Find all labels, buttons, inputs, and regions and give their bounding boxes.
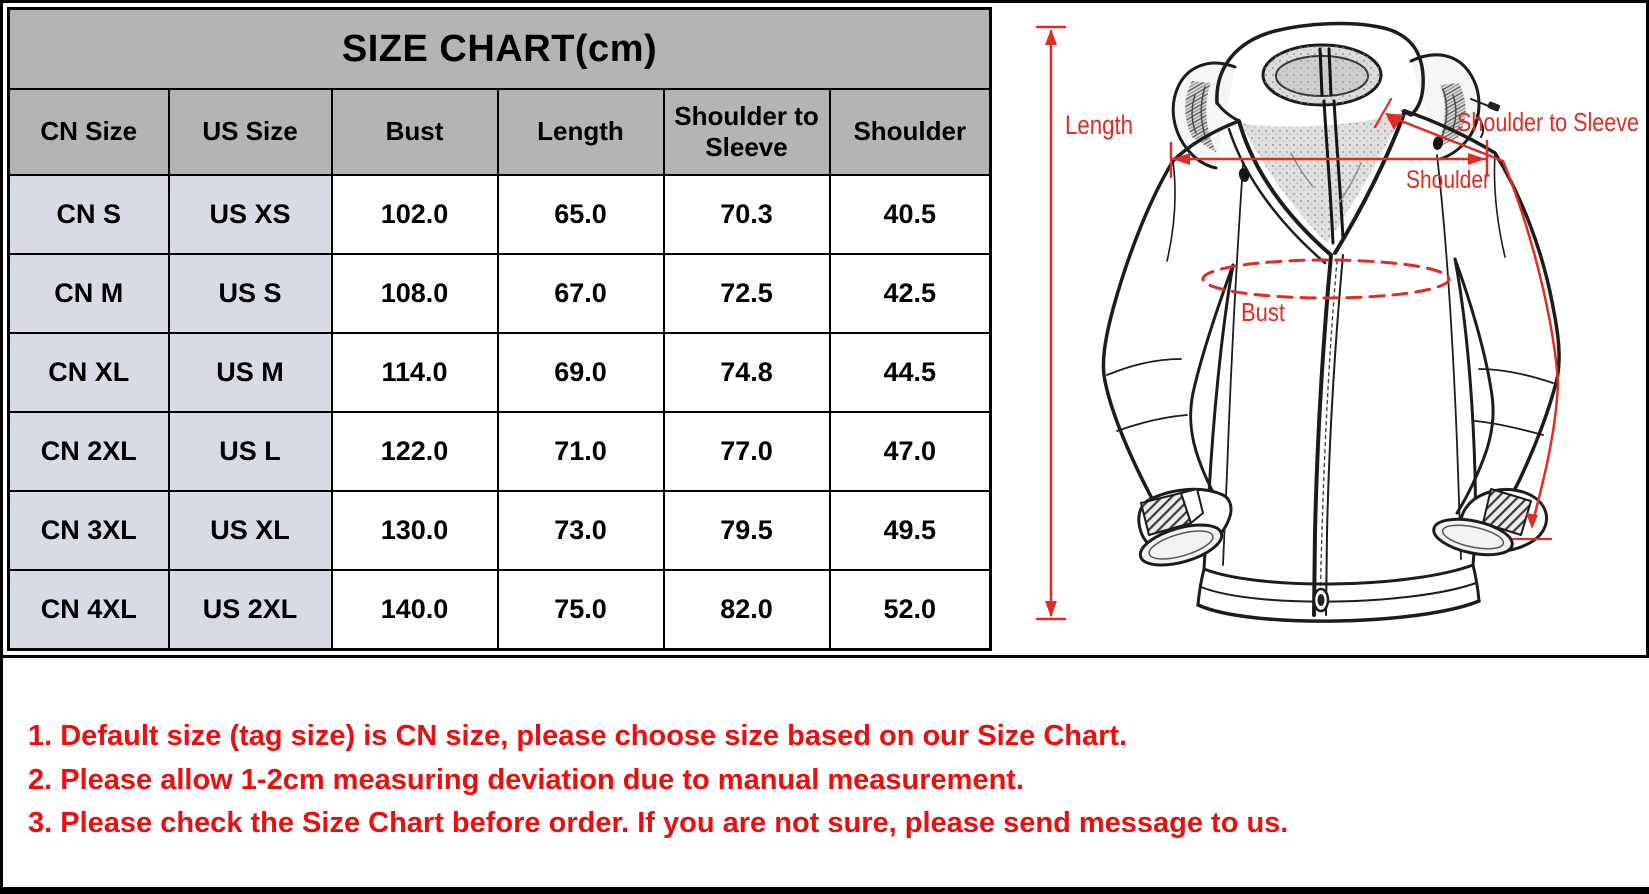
- table-title-row: SIZE CHART(cm): [7, 7, 992, 90]
- cn-size-cell: CN 2XL: [7, 411, 170, 492]
- us-size-cell: US XL: [167, 490, 333, 571]
- us-size-cell: US M: [167, 332, 333, 413]
- shoulder-to-sleeve-cell: 72.5: [662, 253, 831, 334]
- column-header-bust: Bust: [330, 88, 499, 176]
- length-cell: 73.0: [496, 490, 665, 571]
- cn-size-cell: CN 4XL: [7, 569, 170, 650]
- column-header-us-size: US Size: [167, 88, 333, 176]
- shoulder-to-sleeve-label: Shoulder to Sleeve: [1457, 107, 1639, 137]
- table-row: CN 4XL US 2XL 140.0 75.0 82.0 52.0: [7, 569, 992, 650]
- note-line: 2. Please allow 1-2cm measuring deviatio…: [28, 764, 1025, 796]
- us-size-cell: US XS: [167, 174, 333, 255]
- bust-cell: 140.0: [330, 569, 499, 650]
- shoulder-cell: 44.5: [828, 332, 992, 413]
- shoulder-to-sleeve-arrow: [1373, 97, 1560, 541]
- shoulder-to-sleeve-cell: 70.3: [662, 174, 831, 255]
- shoulder-cell: 40.5: [828, 174, 992, 255]
- shoulder-to-sleeve-cell: 82.0: [662, 569, 831, 650]
- measurement-annotations: Length Shoulder to Sleeve Shoulder Bust: [1035, 25, 1639, 621]
- note-line: 1. Default size (tag size) is CN size, p…: [28, 720, 1128, 752]
- shoulder-to-sleeve-cell: 74.8: [662, 332, 831, 413]
- table-header-row: CN Size US Size Bust Length Shoulder to …: [7, 88, 992, 176]
- shoulder-cell: 47.0: [828, 411, 992, 492]
- jacket-sketch: [1101, 21, 1561, 623]
- us-size-cell: US S: [167, 253, 333, 334]
- table-row: CN 2XL US L 122.0 71.0 77.0 47.0: [7, 411, 992, 492]
- page-title: SIZE CHART(cm): [7, 7, 992, 90]
- bust-cell: 102.0: [330, 174, 499, 255]
- table-row: CN XL US M 114.0 69.0 74.8 44.5: [7, 332, 992, 413]
- column-header-cn-size: CN Size: [7, 88, 170, 176]
- jacket-measurement-diagram: Length Shoulder to Sleeve Shoulder Bust: [1035, 21, 1639, 623]
- shoulder-cell: 52.0: [828, 569, 992, 650]
- shoulder-cell: 49.5: [828, 490, 992, 571]
- column-header-length: Length: [496, 88, 665, 176]
- length-arrow: [1035, 25, 1067, 621]
- column-header-shoulder-to-sleeve: Shoulder to Sleeve: [662, 88, 831, 176]
- length-label: Length: [1065, 110, 1133, 140]
- table-row: CN 3XL US XL 130.0 73.0 79.5 49.5: [7, 490, 992, 571]
- us-size-cell: US 2XL: [167, 569, 333, 650]
- length-cell: 71.0: [496, 411, 665, 492]
- us-size-cell: US L: [167, 411, 333, 492]
- shoulder-to-sleeve-cell: 77.0: [662, 411, 831, 492]
- bust-ellipse: [1201, 258, 1451, 300]
- length-cell: 65.0: [496, 174, 665, 255]
- bust-cell: 108.0: [330, 253, 499, 334]
- bust-cell: 114.0: [330, 332, 499, 413]
- table-row: CN M US S 108.0 67.0 72.5 42.5: [7, 253, 992, 334]
- bust-cell: 130.0: [330, 490, 499, 571]
- length-cell: 67.0: [496, 253, 665, 334]
- cn-size-cell: CN 3XL: [7, 490, 170, 571]
- column-header-shoulder: Shoulder: [828, 88, 992, 176]
- shoulder-label: Shoulder: [1406, 166, 1490, 194]
- shoulder-arrow: [1169, 139, 1489, 179]
- bust-cell: 122.0: [330, 411, 499, 492]
- shoulder-cell: 42.5: [828, 253, 992, 334]
- cn-size-cell: CN S: [7, 174, 170, 255]
- note-line: 3. Please check the Size Chart before or…: [28, 807, 1289, 839]
- length-cell: 69.0: [496, 332, 665, 413]
- cn-size-cell: CN XL: [7, 332, 170, 413]
- size-chart-table: SIZE CHART(cm) CN Size US Size Bust Leng…: [7, 7, 993, 651]
- shoulder-to-sleeve-cell: 79.5: [662, 490, 831, 571]
- length-cell: 75.0: [496, 569, 665, 650]
- table-row: CN S US XS 102.0 65.0 70.3 40.5: [7, 174, 992, 255]
- bust-label: Bust: [1241, 297, 1286, 327]
- notes-section: 1. Default size (tag size) is CN size, p…: [3, 655, 1649, 887]
- cn-size-cell: CN M: [7, 253, 170, 334]
